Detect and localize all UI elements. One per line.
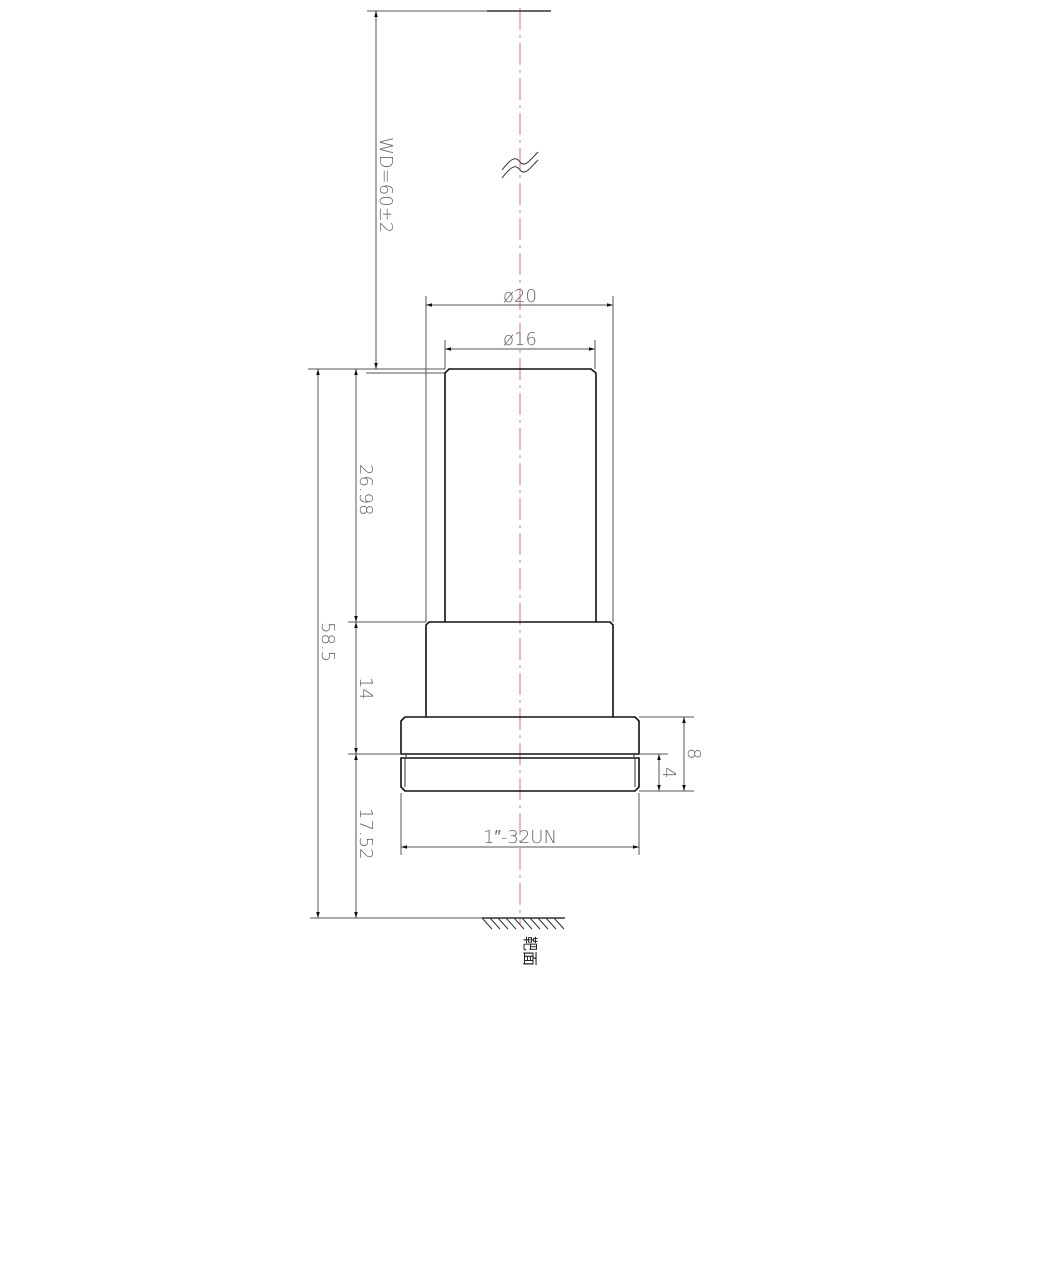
target-surface-label: 靶面 xyxy=(521,936,539,966)
flange-height-label: 8 xyxy=(683,748,704,759)
tube-length-label: 26.98 xyxy=(355,464,376,516)
middle-length-label: 14 xyxy=(355,677,376,700)
inner-diameter-label: ø16 xyxy=(503,329,537,350)
total-length-label: 58.5 xyxy=(317,622,338,662)
lens-thread xyxy=(400,757,640,792)
break-symbol xyxy=(501,151,539,179)
outer-diameter-label: ø20 xyxy=(503,286,537,307)
thread-height-label: 4 xyxy=(658,767,679,778)
thread-spec-label: 1″-32UN xyxy=(483,827,557,848)
flange-to-target-label: 17.52 xyxy=(355,808,376,860)
target-surface-hatch xyxy=(481,917,565,930)
lens-body xyxy=(400,368,640,792)
wd-label: WD=60±2 xyxy=(375,137,396,233)
lens-middle-section xyxy=(425,621,614,717)
lens-tube xyxy=(444,368,597,622)
